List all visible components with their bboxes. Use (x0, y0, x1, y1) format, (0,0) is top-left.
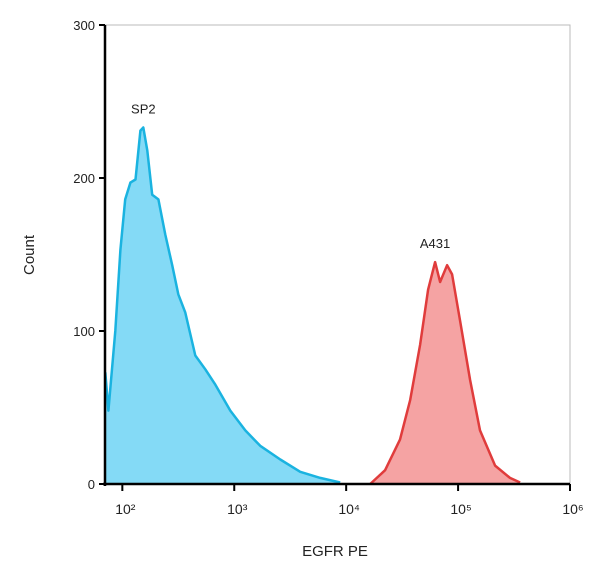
x-tick-label: 10⁴ (338, 501, 360, 517)
y-tick-label: 100 (73, 324, 95, 339)
x-axis-label: EGFR PE (302, 543, 368, 560)
area-line (104, 126, 341, 484)
y-axis-label: Count (21, 234, 38, 275)
series-label: A431 (420, 236, 450, 251)
x-tick-label: 10⁵ (450, 501, 471, 517)
y-tick-label: 300 (73, 18, 95, 33)
x-tick-label: 10² (115, 501, 136, 517)
x-tick-label: 10⁶ (562, 501, 583, 517)
area-line (369, 260, 521, 485)
x-tick-label: 10³ (227, 501, 248, 517)
y-tick-label: 200 (73, 171, 95, 186)
y-tick-label: 0 (88, 477, 95, 492)
series-label: SP2 (131, 102, 156, 117)
area-fill (105, 127, 341, 484)
area-fill (370, 262, 521, 484)
